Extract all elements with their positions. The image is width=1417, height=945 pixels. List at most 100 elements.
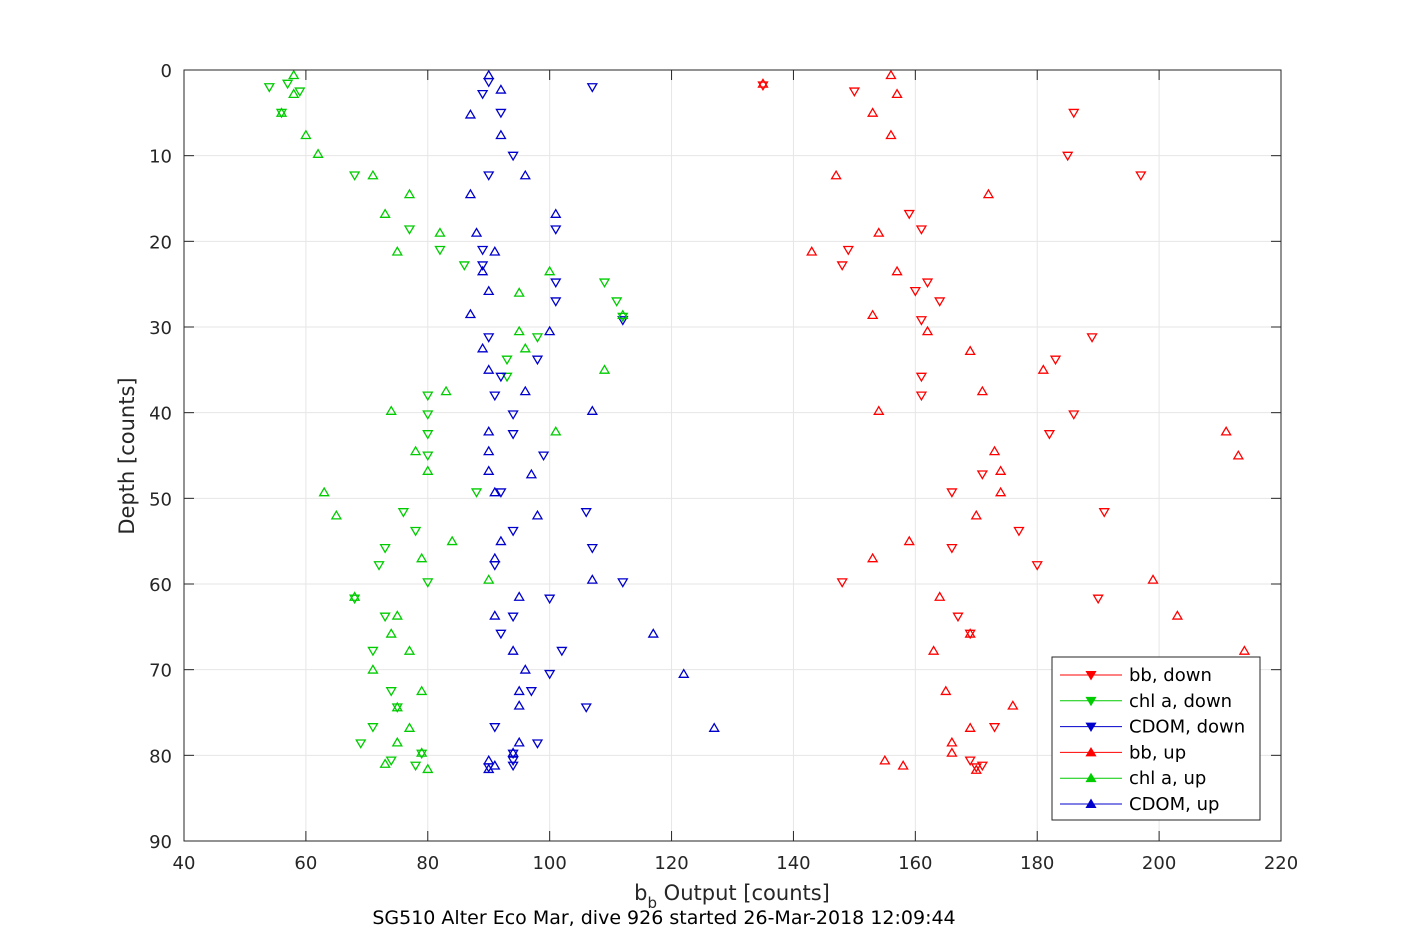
data-point	[830, 169, 842, 180]
data-point	[367, 169, 379, 180]
data-point	[495, 129, 507, 140]
data-point	[483, 171, 495, 181]
data-point	[391, 246, 403, 256]
data-point	[891, 265, 903, 276]
data-point	[263, 83, 275, 93]
x-tick-label: 180	[1020, 853, 1054, 874]
data-point	[470, 488, 483, 498]
legend-marker	[1085, 746, 1097, 757]
data-point	[495, 535, 507, 546]
data-point	[544, 594, 556, 605]
data-point	[440, 385, 452, 396]
data-point	[544, 265, 556, 276]
y-axis-label: Depth [counts]	[115, 377, 139, 534]
data-point	[367, 664, 379, 674]
ticks	[183, 69, 1282, 842]
data-point	[422, 763, 434, 774]
data-point	[312, 148, 324, 158]
data-point	[513, 325, 525, 336]
data-point	[513, 287, 525, 297]
data-point	[391, 701, 403, 712]
data-point	[476, 265, 489, 276]
data-point	[946, 543, 958, 554]
legend-entry-label: bb, up	[1129, 742, 1186, 763]
data-point	[1043, 430, 1056, 440]
data-point	[409, 445, 422, 456]
data-point	[349, 591, 361, 601]
data-point	[489, 552, 501, 563]
data-point	[476, 342, 489, 353]
data-point	[379, 208, 391, 218]
data-point	[1007, 700, 1019, 710]
data-point	[550, 297, 562, 307]
data-point	[1098, 508, 1110, 518]
data-point	[531, 333, 544, 343]
data-point	[507, 526, 519, 537]
legend-marker	[1085, 696, 1097, 707]
data-point	[836, 578, 848, 588]
data-point	[483, 333, 495, 343]
data-point	[489, 246, 501, 256]
data-point	[464, 308, 477, 319]
data-point	[294, 87, 306, 97]
legend-marker	[1085, 671, 1097, 681]
chart-title: SG510 Alter Eco Mar, dive 926 started 26…	[372, 907, 955, 929]
data-point	[409, 526, 422, 537]
data-point	[495, 372, 507, 383]
data-point	[586, 83, 598, 93]
data-point	[318, 486, 330, 497]
data-point	[598, 364, 611, 374]
data-point	[464, 108, 477, 119]
data-point	[848, 87, 861, 97]
data-point	[416, 685, 428, 696]
data-point	[598, 278, 611, 289]
data-point	[470, 227, 483, 237]
data-point	[367, 723, 379, 733]
legend-marker	[1085, 722, 1097, 733]
y-tick-label: 0	[161, 61, 172, 82]
series-bb-up	[757, 69, 1251, 774]
data-point	[507, 749, 519, 760]
data-point	[964, 345, 976, 356]
y-tick-label: 10	[149, 147, 172, 168]
data-point	[617, 316, 629, 326]
legend-entry-label: chl a, up	[1129, 768, 1206, 789]
legend-marker	[1085, 798, 1097, 808]
x-tick-label: 120	[654, 853, 688, 874]
data-point	[349, 594, 361, 605]
data-point	[806, 246, 818, 256]
data-point	[531, 739, 544, 749]
data-point	[897, 760, 909, 770]
data-point	[927, 645, 940, 655]
data-point	[531, 355, 544, 366]
data-point	[519, 385, 531, 396]
data-point	[483, 574, 495, 584]
data-point	[495, 629, 507, 640]
data-point	[409, 761, 422, 772]
data-point	[982, 188, 995, 199]
data-point	[501, 372, 513, 383]
data-point	[934, 591, 946, 601]
data-point	[550, 225, 562, 235]
data-point	[970, 763, 982, 773]
data-point	[946, 488, 958, 498]
data-point	[544, 669, 556, 680]
data-point	[476, 261, 489, 271]
data-point	[422, 410, 434, 420]
data-point	[476, 245, 489, 256]
data-point	[403, 225, 416, 235]
data-point	[934, 297, 946, 307]
data-point	[403, 188, 416, 199]
x-tick-label: 40	[173, 853, 196, 874]
data-point	[489, 486, 501, 497]
data-point	[391, 736, 403, 747]
data-point	[464, 188, 477, 199]
data-point	[647, 628, 659, 638]
data-point	[946, 736, 958, 747]
data-point	[556, 646, 568, 657]
data-point	[422, 465, 434, 475]
x-axis-label: bb Output [counts]	[634, 881, 830, 912]
y-tick-label: 30	[149, 318, 172, 339]
data-point	[288, 88, 300, 99]
data-point	[1037, 364, 1049, 374]
